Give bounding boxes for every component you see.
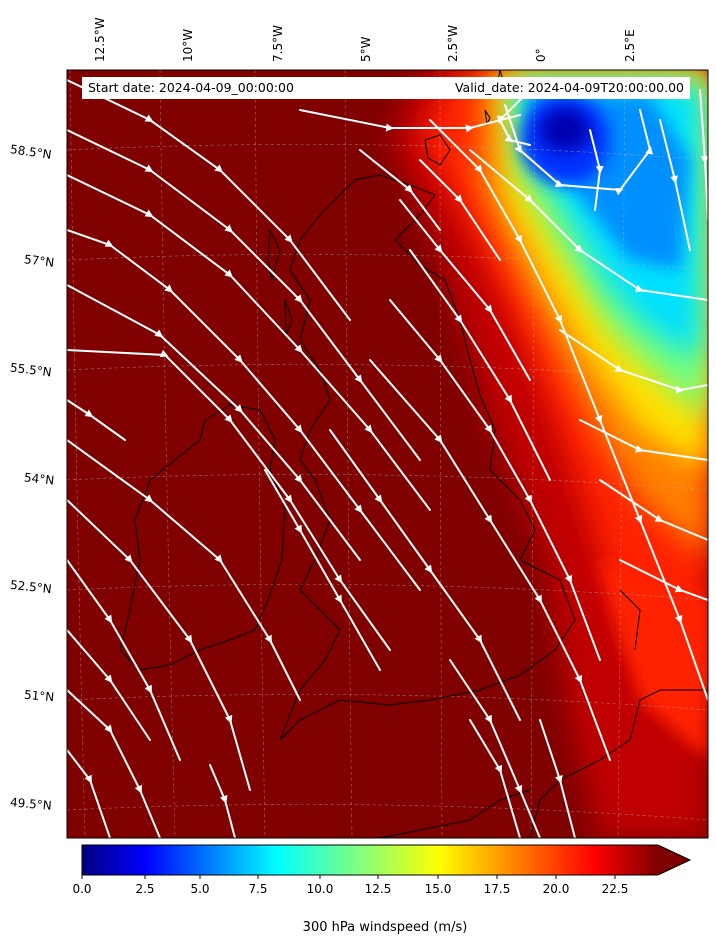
lon-tick-2.5E: 2.5°E [623,29,637,62]
continent-coast [529,689,708,838]
map-frame [66,69,709,839]
lon-tick-2.5W: 2.5°W [446,25,460,62]
lon-tick-5W: 5°W [359,36,373,63]
colorbar [81,844,692,879]
colorbar-tick-10: 10.0 [306,882,334,896]
wind-streamlines [67,79,708,838]
colorbar-tick-marks [81,875,616,879]
lon-tick-0: 0° [534,48,548,62]
lon-tick-10W: 10°W [181,28,195,62]
france-coast [379,789,531,838]
colorbar-tick-15: 15.0 [424,882,452,896]
colorbar-tick-7.5: 7.5 [248,882,268,896]
colorbar-outline [81,844,692,876]
colorbar-tick-17.5: 17.5 [483,882,511,896]
colorbar-tick-2.5: 2.5 [135,882,155,896]
date-info-box: Start date: 2024-04-09_00:00:00 Valid_da… [82,77,690,99]
lat-tick-54N: 54°N [23,470,55,488]
colorbar-tick-5: 5.0 [190,882,210,896]
colorbar-label: 300 hPa windspeed (m/s) [302,920,468,935]
colorbar-tick-22.5: 22.5 [601,882,629,896]
colorbar-tick-0: 0.0 [72,882,92,896]
lat-tick-51N: 51°N [23,687,55,705]
colorbar-tick-12.5: 12.5 [364,882,392,896]
start-date-label: Start date: 2024-04-09_00:00:00 [88,80,294,95]
colorbar-gradient [82,845,658,875]
lon-tick-12.5W: 12.5°W [93,17,107,62]
valid-date-label: Valid_date: 2024-04-09T20:00:00.00 [454,80,684,95]
colorbar-tick-20: 20.0 [542,882,570,896]
lon-tick-7.5W: 7.5°W [271,25,285,62]
colorbar-extend-arrow [658,845,690,875]
map-panel [67,70,708,838]
